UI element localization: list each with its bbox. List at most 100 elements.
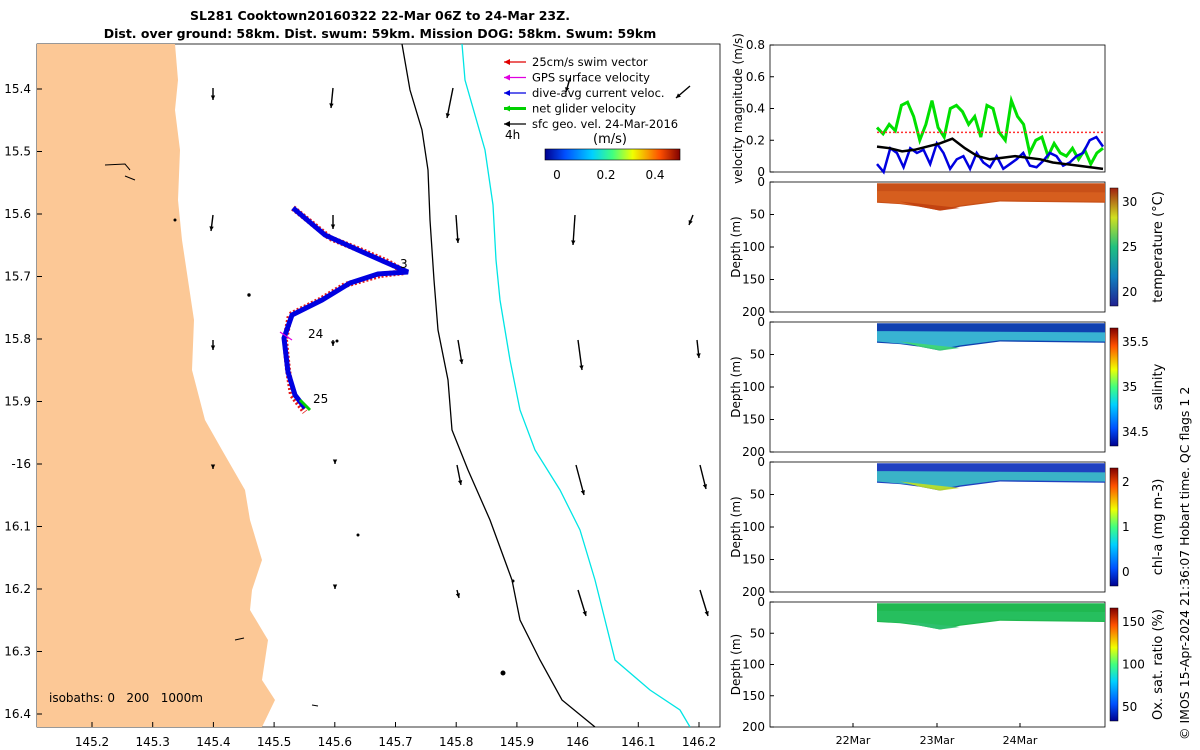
date-tick-label: 23Mar [920, 734, 955, 747]
date-tick-label: 24Mar [1003, 734, 1038, 747]
velocity-ylabel: velocity magnitude (m/s) [731, 33, 745, 184]
colorbar-tick-label: 35 [1122, 380, 1137, 394]
arrow-shaft [572, 214, 576, 246]
arrow-shaft [446, 87, 454, 119]
profile-colorbar [1109, 467, 1119, 587]
glider-track [279, 205, 415, 414]
surface-velocity-arrow [456, 464, 463, 486]
arrow-head [571, 240, 576, 245]
day-label-23: 3 [400, 257, 408, 271]
map-legend: 25cm/s swim vector GPS surface velocitydi… [504, 55, 678, 131]
depth-tick-label: 0 [757, 315, 765, 329]
cb-tick-0: 0 [553, 168, 561, 182]
depth-tick-label: 200 [742, 445, 765, 459]
surface-velocity-arrow [210, 88, 216, 100]
lat-tick-label: -16 [11, 457, 31, 471]
profile-band-deep [900, 341, 960, 351]
profile-band-deep [900, 620, 960, 630]
arrow-head [676, 93, 681, 98]
day-label-25: 25 [313, 392, 328, 406]
colorbar-label: temperature (°C) [1151, 191, 1166, 303]
colorbar-tick-label: 2 [1122, 475, 1130, 489]
legend-label: sfc geo. vel. 24-Mar-2016 [532, 117, 678, 131]
depth-tick-label: 200 [742, 585, 765, 599]
velocity-series-line [875, 94, 1104, 168]
depth-tick-label: 0 [757, 455, 765, 469]
lat-tick-label: 16.3 [4, 645, 31, 659]
lon-tick-label: 145.9 [500, 735, 534, 749]
title-line-2: Dist. over ground: 58km. Dist. swum: 59k… [103, 26, 657, 41]
isobath-200 [401, 44, 596, 727]
colorbar-tick-label: 30 [1122, 195, 1137, 209]
legend-arrowhead [504, 105, 510, 112]
arrow-head [330, 224, 336, 229]
depth-ylabel: Depth (m) [729, 356, 743, 417]
colorbar-tick-label: 0 [1122, 565, 1130, 579]
lon-tick-label: 145.2 [75, 735, 109, 749]
land-area [37, 44, 275, 727]
lat-tick-label: 15.7 [4, 270, 31, 284]
surface-velocity-arrow [571, 214, 576, 246]
speed-colorbar [544, 148, 681, 161]
arrow-head [330, 341, 336, 346]
colorbar-tick-label: 150 [1122, 615, 1145, 629]
surface-velocity-arrow [577, 339, 584, 371]
profile-colorbar [1109, 187, 1119, 307]
isobath-1000 [461, 44, 691, 727]
surface-velocity-arrow [210, 340, 216, 350]
surface-velocity-arrow [699, 464, 708, 490]
arrow-head [445, 113, 451, 118]
date-tick-label: 22Mar [836, 734, 871, 747]
lat-tick-label: 15.6 [4, 207, 31, 221]
surface-velocity-arrow [332, 459, 338, 464]
dive-avg-current-path [281, 206, 409, 410]
surface-velocity-arrow [329, 87, 334, 109]
arrow-head [332, 459, 338, 464]
surface-velocity-arrow [699, 589, 709, 617]
profile-colorbar [1109, 327, 1119, 447]
depth-tick-label: 50 [750, 208, 765, 222]
arrow-shaft [575, 464, 585, 496]
depth-tick-label: 50 [750, 488, 765, 502]
colorbar-tick-label: 25 [1122, 240, 1137, 254]
lon-tick-label: 146 [566, 735, 589, 749]
arrow-head [702, 484, 708, 489]
arrow-head [329, 103, 334, 108]
lon-tick-labels: 145.2 145.3 145.4 145.5 145.6 145.7 145.8 145.9… [75, 722, 716, 749]
depth-tick-label: 150 [742, 273, 765, 287]
arrow-head [704, 611, 709, 616]
surface-velocity-arrow [455, 589, 461, 599]
lon-tick-label: 145.7 [378, 735, 412, 749]
velocity-ytick-label: 0.2 [746, 133, 765, 147]
depth-tick-label: 200 [742, 720, 765, 734]
surface-velocity-arrow [210, 464, 216, 469]
surface-velocity-arrow [330, 215, 336, 229]
surface-velocity-arrow [696, 339, 701, 359]
depth-tick-label: 150 [742, 413, 765, 427]
legend-arrowhead [504, 121, 510, 127]
legend-arrowhead [504, 74, 510, 81]
surface-velocity-arrow [575, 464, 585, 496]
velocity-ytick-label: 0 [757, 165, 765, 179]
title-line-1: SL281 Cooktown20160322 22-Mar 06Z to 24-… [190, 8, 570, 23]
depth-tick-label: 0 [757, 595, 765, 609]
depth-tick-label: 100 [742, 380, 765, 394]
lat-tick-label: 15.9 [4, 395, 31, 409]
arrow-head [209, 226, 214, 231]
map-panel: 3 24 25 15.415.515.615.715.815.9-1616.11… [4, 43, 721, 749]
lat-tick-label: 16.1 [4, 520, 31, 534]
arrow-head [579, 365, 584, 370]
colorbar-title: (m/s) [593, 132, 627, 147]
lat-tick-label: 15.4 [4, 82, 31, 96]
day-label-24: 24 [308, 327, 323, 341]
depth-tick-label: 200 [742, 305, 765, 319]
surface-velocity-arrow [675, 85, 691, 99]
surface-velocity-arrow [577, 589, 587, 617]
arrow-head [455, 593, 461, 598]
velocity-ytick-label: 0.8 [746, 38, 765, 52]
lon-tick-label: 145.3 [136, 735, 170, 749]
arrow-head [565, 87, 570, 92]
lat-tick-label: 16.2 [4, 582, 31, 596]
